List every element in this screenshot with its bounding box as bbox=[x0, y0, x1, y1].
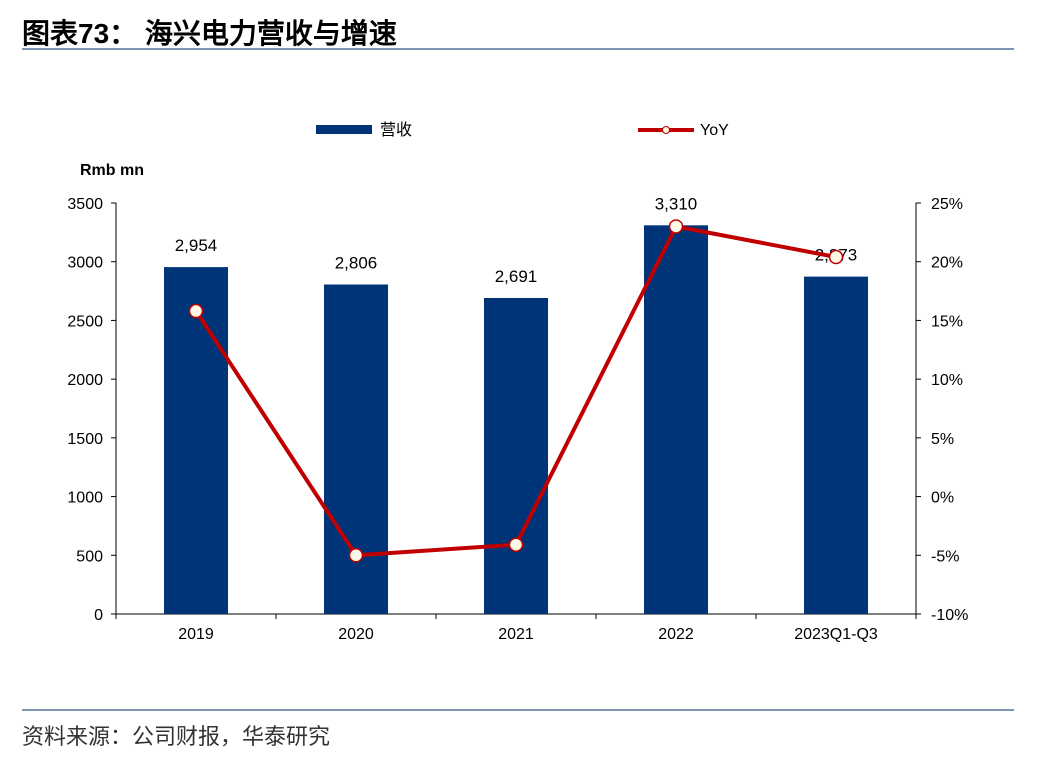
left-tick-label: 3000 bbox=[67, 255, 103, 272]
bar bbox=[804, 276, 868, 614]
yoy-point bbox=[668, 219, 684, 234]
bar bbox=[324, 284, 388, 614]
yoy-point bbox=[508, 537, 524, 552]
yoy-point bbox=[348, 548, 364, 563]
x-tick-label: 2022 bbox=[658, 626, 694, 643]
right-tick-label: 20% bbox=[931, 255, 963, 272]
right-tick-label: 5% bbox=[931, 431, 954, 448]
left-tick-label: 3500 bbox=[67, 196, 103, 213]
left-tick-label: 2500 bbox=[67, 313, 103, 330]
axes: 0 500 1000 1500 2000 2500 3000 3500 -10% -5% 0% 5% 1… bbox=[67, 196, 968, 643]
left-tick-label: 1000 bbox=[67, 490, 103, 507]
right-tick-label: 15% bbox=[931, 313, 963, 330]
bar-series bbox=[164, 225, 868, 614]
bar-label: 2,806 bbox=[335, 253, 378, 272]
x-tick-label: 2023Q1-Q3 bbox=[794, 626, 878, 643]
left-tick-label: 0 bbox=[94, 607, 103, 624]
yoy-point bbox=[828, 249, 844, 265]
left-tick-label: 1500 bbox=[67, 431, 103, 448]
x-tick-label: 2020 bbox=[338, 626, 374, 643]
yoy-line-series bbox=[188, 219, 844, 563]
left-tick-label: 2000 bbox=[67, 372, 103, 389]
bar bbox=[484, 297, 548, 614]
legend-line-label: YoY bbox=[700, 122, 729, 139]
left-axis-label: Rmb mn bbox=[80, 162, 144, 179]
right-tick-label: 0% bbox=[931, 490, 954, 507]
right-tick-label: 10% bbox=[931, 372, 963, 389]
bar bbox=[644, 225, 708, 614]
legend: 营收 YoY bbox=[316, 121, 729, 139]
yoy-point bbox=[188, 303, 204, 319]
right-tick-label: -10% bbox=[931, 607, 968, 624]
source-rule bbox=[22, 709, 1014, 711]
x-tick-label: 2019 bbox=[178, 626, 214, 643]
source-note: 资料来源：公司财报，华泰研究 bbox=[22, 725, 331, 750]
legend-bar-swatch bbox=[316, 125, 372, 134]
bar bbox=[164, 267, 228, 614]
legend-bar-label: 营收 bbox=[380, 121, 412, 139]
bar-label: 3,310 bbox=[655, 194, 698, 213]
right-tick-label: 25% bbox=[931, 196, 963, 213]
legend-line-marker bbox=[662, 126, 670, 134]
left-tick-label: 500 bbox=[76, 548, 103, 565]
title-rule bbox=[22, 48, 1014, 50]
chart-title: 图表73： 海兴电力营收与增速 bbox=[22, 18, 397, 49]
x-tick-label: 2021 bbox=[498, 626, 534, 643]
bar-label: 2,954 bbox=[175, 236, 218, 255]
bar-label: 2,691 bbox=[495, 267, 538, 286]
right-tick-label: -5% bbox=[931, 548, 959, 565]
